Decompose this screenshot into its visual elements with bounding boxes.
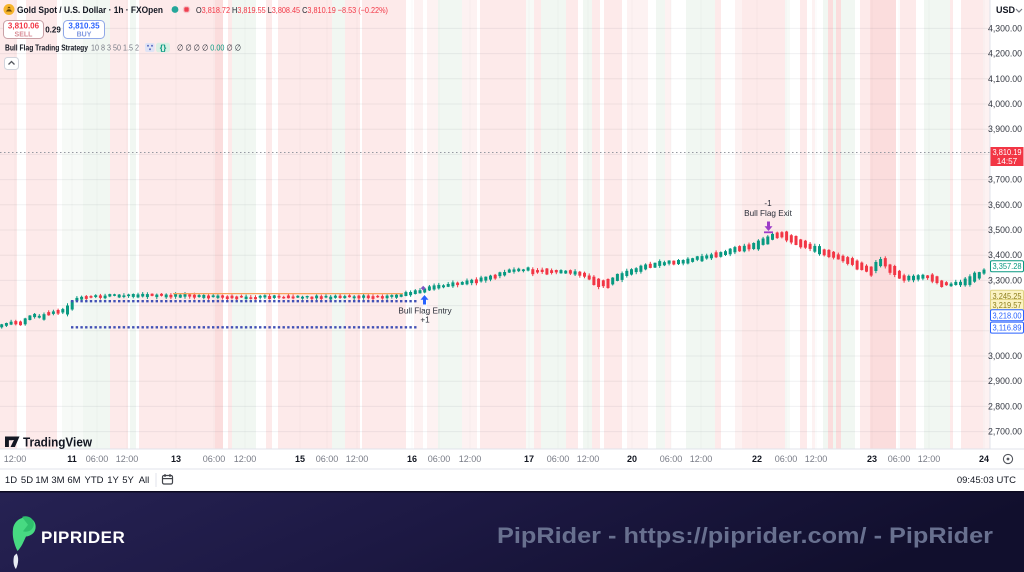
- svg-text:3,245.25: 3,245.25: [993, 292, 1022, 301]
- svg-text:PipRider - https://piprider.co: PipRider - https://piprider.com/ - PipRi…: [497, 523, 994, 548]
- svg-text:3,600.00: 3,600.00: [988, 200, 1022, 210]
- svg-text:Bull Flag Exit: Bull Flag Exit: [744, 209, 793, 218]
- svg-text:3,500.00: 3,500.00: [988, 225, 1022, 235]
- svg-text:5Y: 5Y: [122, 475, 134, 486]
- svg-text:06:00: 06:00: [547, 454, 570, 464]
- svg-text:3,000.00: 3,000.00: [988, 351, 1022, 361]
- svg-text:12:00: 12:00: [116, 454, 139, 464]
- svg-text:06:00: 06:00: [888, 454, 911, 464]
- svg-text:20: 20: [627, 454, 637, 464]
- svg-text:3,900.00: 3,900.00: [988, 124, 1022, 134]
- svg-text:3,700.00: 3,700.00: [988, 175, 1022, 185]
- svg-text:16: 16: [407, 454, 417, 464]
- svg-text:All: All: [139, 475, 150, 486]
- svg-text:15: 15: [295, 454, 305, 464]
- svg-text:6M: 6M: [67, 475, 80, 486]
- svg-text:12:00: 12:00: [234, 454, 257, 464]
- svg-text:SELL: SELL: [15, 32, 34, 39]
- svg-text:14:57: 14:57: [997, 157, 1018, 166]
- svg-text:3,810.19: 3,810.19: [993, 148, 1022, 157]
- svg-text:13: 13: [171, 454, 181, 464]
- svg-text:06:00: 06:00: [203, 454, 226, 464]
- svg-text:12:00: 12:00: [690, 454, 713, 464]
- svg-text:09:45:03 UTC: 09:45:03 UTC: [957, 475, 1016, 486]
- svg-text:4,200.00: 4,200.00: [988, 49, 1022, 59]
- svg-text:23: 23: [867, 454, 877, 464]
- svg-text:12:00: 12:00: [805, 454, 828, 464]
- svg-text:3,400.00: 3,400.00: [988, 250, 1022, 260]
- svg-text:-1: -1: [764, 199, 772, 208]
- svg-text:PIPRIDER: PIPRIDER: [41, 528, 125, 547]
- svg-text:4,100.00: 4,100.00: [988, 74, 1022, 84]
- svg-text:1Y: 1Y: [107, 475, 119, 486]
- svg-text:TradingView: TradingView: [23, 436, 92, 450]
- svg-text:12:00: 12:00: [459, 454, 482, 464]
- svg-text:3,357.28: 3,357.28: [993, 262, 1022, 271]
- svg-text:1D: 1D: [5, 475, 17, 486]
- svg-text:3,810.35: 3,810.35: [68, 22, 100, 31]
- svg-text:2,900.00: 2,900.00: [988, 376, 1022, 386]
- svg-text:+1: +1: [420, 316, 430, 325]
- svg-text:2,800.00: 2,800.00: [988, 401, 1022, 411]
- svg-text:06:00: 06:00: [660, 454, 683, 464]
- svg-text:12:00: 12:00: [4, 454, 27, 464]
- svg-text:4,000.00: 4,000.00: [988, 99, 1022, 109]
- svg-text:4,300.00: 4,300.00: [988, 23, 1022, 33]
- svg-text:3,116.89: 3,116.89: [993, 324, 1022, 333]
- svg-text:O3,818.72 H3,819.55 L3,808.45: O3,818.72 H3,819.55 L3,808.45 C3,810.19 …: [196, 5, 388, 15]
- svg-text:12:00: 12:00: [918, 454, 941, 464]
- svg-text:0.29: 0.29: [45, 26, 61, 35]
- svg-text:5D: 5D: [21, 475, 33, 486]
- svg-text:06:00: 06:00: [428, 454, 451, 464]
- svg-text:17: 17: [524, 454, 534, 464]
- svg-text:12:00: 12:00: [346, 454, 369, 464]
- svg-text:BUY: BUY: [77, 32, 92, 39]
- svg-text:3,810.06: 3,810.06: [8, 22, 40, 31]
- svg-text:∅ ∅ ∅ ∅ 0.00 ∅ ∅: ∅ ∅ ∅ ∅ 0.00 ∅ ∅: [177, 43, 242, 53]
- svg-text:10 8 3 50 1.5 2: 10 8 3 50 1.5 2: [91, 43, 139, 53]
- svg-text:22: 22: [752, 454, 762, 464]
- svg-text:Bull Flag Trading Strategy: Bull Flag Trading Strategy: [5, 43, 88, 53]
- svg-text:3M: 3M: [51, 475, 64, 486]
- svg-text:12:00: 12:00: [577, 454, 600, 464]
- svg-text:06:00: 06:00: [86, 454, 109, 464]
- svg-text:YTD: YTD: [85, 475, 104, 486]
- svg-text:3,218.00: 3,218.00: [993, 311, 1022, 320]
- svg-text:{}: {}: [160, 43, 167, 53]
- svg-text:USD: USD: [996, 5, 1016, 15]
- svg-text:Bull Flag Entry: Bull Flag Entry: [398, 307, 452, 316]
- svg-text:24: 24: [979, 454, 989, 464]
- svg-text:2,700.00: 2,700.00: [988, 427, 1022, 437]
- svg-text:06:00: 06:00: [316, 454, 339, 464]
- svg-text:3,219.57: 3,219.57: [993, 301, 1022, 310]
- svg-text:Gold Spot / U.S. Dollar · 1h ·: Gold Spot / U.S. Dollar · 1h · FXOpen: [17, 5, 163, 16]
- svg-text:3,300.00: 3,300.00: [988, 275, 1022, 285]
- svg-text:1M: 1M: [35, 475, 48, 486]
- svg-text:11: 11: [67, 454, 77, 464]
- svg-text:06:00: 06:00: [775, 454, 798, 464]
